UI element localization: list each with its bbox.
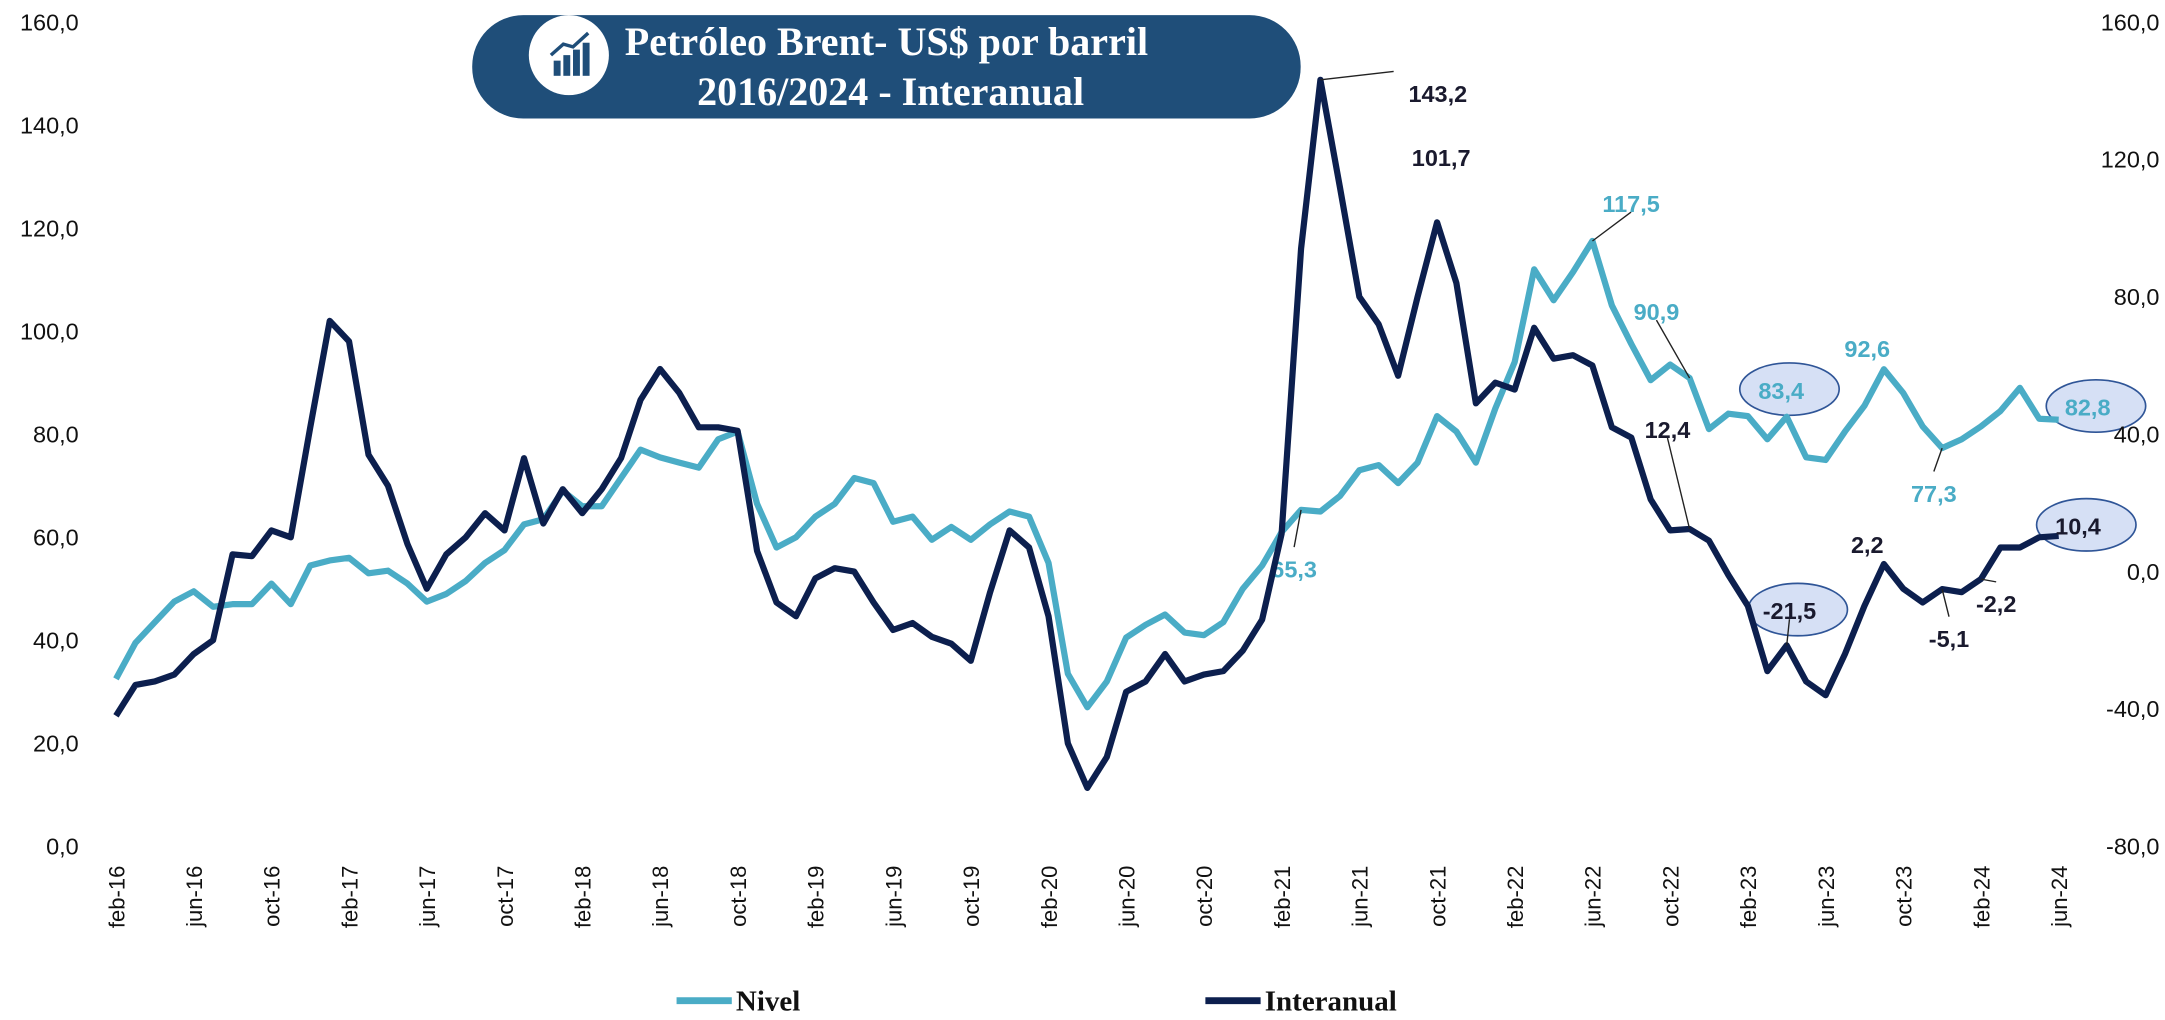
x-tick-label: oct-16 [260,866,285,927]
y-tick-label: 0,0 [46,834,79,860]
label-highlight [2045,378,2147,433]
x-tick-label: feb-20 [1037,866,1062,929]
leader-line [1941,588,1950,617]
leader-line [1980,578,1997,583]
x-tick-label: jun-23 [1814,866,1839,928]
x-tick-label: feb-19 [804,866,829,929]
line-nivel [113,237,2059,711]
label-highlight [2035,497,2137,552]
leader-line [1293,509,1302,548]
data-label: 12,4 [1645,417,1691,443]
leader-line [1666,437,1691,530]
data-label: 83,4 [1758,378,1804,404]
x-tick-label: jun-22 [1581,866,1606,928]
x-tick-label: feb-22 [1503,866,1528,929]
y2-tick-label: 160,0 [2101,9,2160,35]
data-label: -5,1 [1929,626,1969,652]
y-tick-label: 100,0 [20,318,79,344]
data-label: 143,2 [1408,81,1467,107]
x-tick-label: jun-16 [182,866,207,928]
legend-label: Interanual [1265,985,1397,1017]
x-tick-label: oct-22 [1658,866,1683,927]
x-tick-label: jun-18 [648,866,673,928]
x-tick-label: oct-21 [1425,866,1450,927]
y-tick-label: 140,0 [20,112,79,138]
y-tick-label: 40,0 [33,628,79,654]
title-box [472,15,1301,119]
y-tick-label: 160,0 [20,9,79,35]
y-tick-label: 60,0 [33,525,79,551]
y2-tick-label: 40,0 [2114,421,2160,447]
x-tick-label: jun-24 [2047,866,2072,928]
y-tick-label: 120,0 [20,215,79,241]
x-tick-label: jun-19 [881,866,906,928]
data-label: 82,8 [2065,395,2111,421]
leader-line [1786,619,1791,646]
chart-title: Petróleo Brent- US$ por barril [625,19,1148,64]
leader-line [1320,70,1394,81]
leader-line [1933,447,1943,472]
data-label: -2,2 [1976,591,2016,617]
x-tick-label: feb-21 [1270,866,1295,929]
x-tick-label: feb-17 [337,866,362,929]
legend-label: Nivel [736,985,800,1017]
x-tick-label: feb-23 [1736,866,1761,929]
y-tick-label: 20,0 [33,731,79,757]
data-label: 92,6 [1844,336,1890,362]
leader-line [1592,211,1632,242]
x-tick-label: oct-20 [1192,866,1217,927]
x-tick-label: oct-19 [959,866,984,927]
data-label: 101,7 [1412,145,1471,171]
x-tick-label: oct-18 [726,866,751,927]
line-interanual [113,76,2059,791]
data-label: 2,2 [1851,532,1884,558]
icon-bars [553,42,590,76]
x-tick-label: oct-17 [493,866,518,927]
chart-subtitle: 2016/2024 - Interanual [697,69,1084,114]
label-highlight [1738,362,1841,417]
x-tick-label: feb-24 [1969,866,1994,929]
annotation-shapes [1738,362,2147,637]
x-tick-label: jun-21 [1348,866,1373,928]
y2-tick-label: 120,0 [2101,147,2160,173]
x-tick-label: jun-17 [415,866,440,928]
data-label: -21,5 [1763,598,1816,624]
icon-arrow [549,31,590,57]
x-tick-label: jun-20 [1114,866,1139,928]
x-tick-label: feb-18 [570,866,595,929]
data-label: 77,3 [1911,481,1957,507]
data-label: 117,5 [1602,191,1659,217]
data-label: 10,4 [2055,513,2101,539]
data-label: 65,3 [1271,556,1317,582]
x-tick-label: feb-16 [104,866,129,929]
leader-line [1655,319,1691,379]
y-tick-label: 80,0 [33,421,79,447]
x-tick-label: oct-23 [1892,866,1917,927]
y2-tick-label: -40,0 [2106,696,2159,722]
data-label: 90,9 [1634,299,1680,325]
y2-tick-label: 80,0 [2114,284,2160,310]
y2-tick-label: 0,0 [2127,559,2160,585]
y2-tick-label: -80,0 [2106,834,2159,860]
